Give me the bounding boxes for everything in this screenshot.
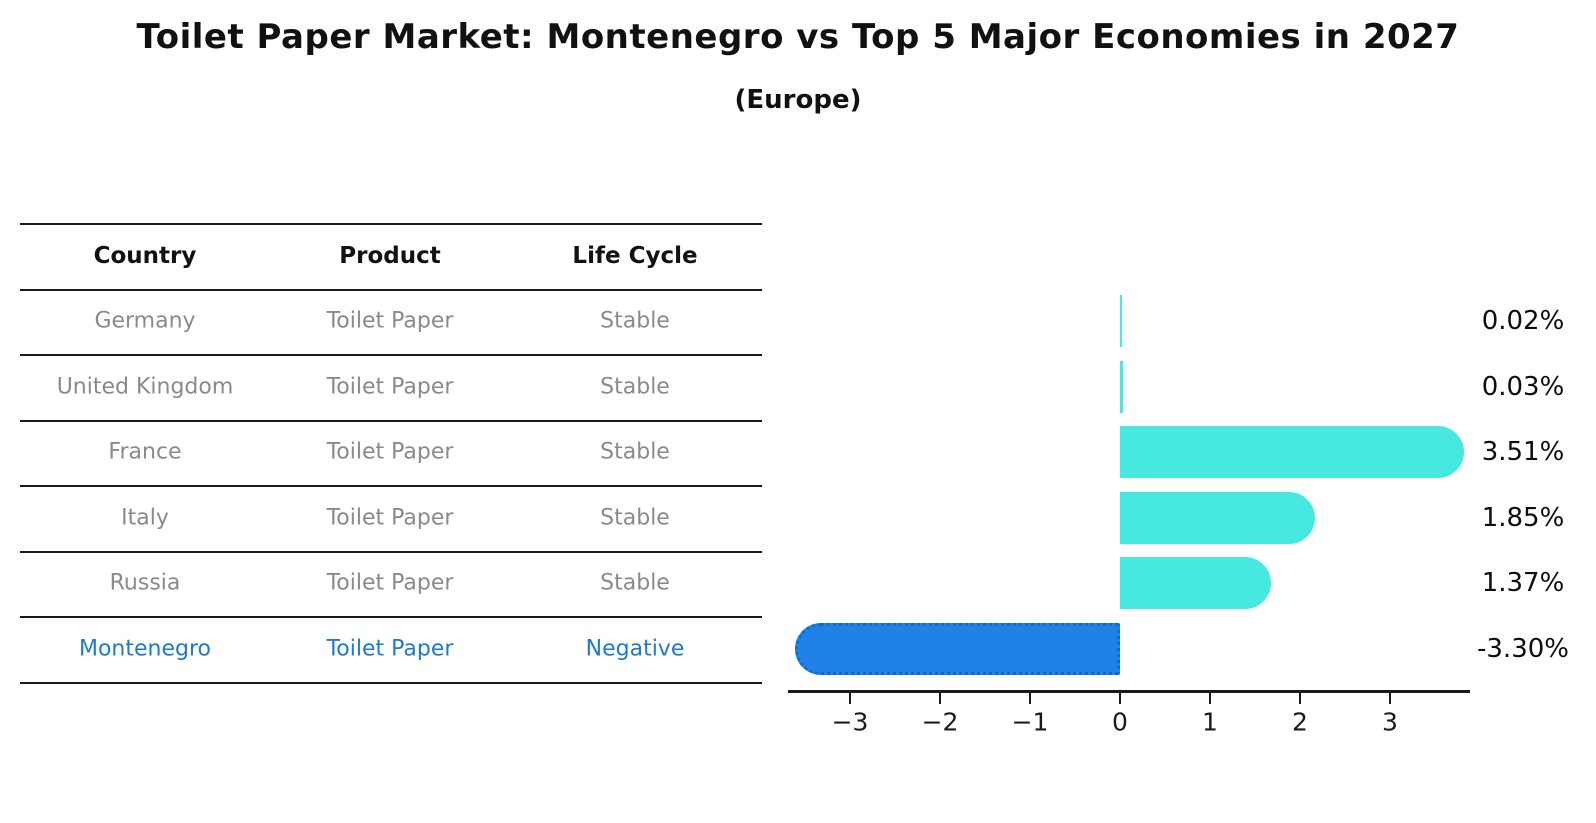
chart-subtitle: (Europe) bbox=[734, 85, 862, 115]
x-axis-tick bbox=[1389, 693, 1391, 704]
table-cell-country: Germany bbox=[94, 308, 196, 334]
bar-united-kingdom bbox=[1120, 360, 1123, 413]
value-label-united-kingdom: 0.03% bbox=[1481, 371, 1565, 402]
table-cell-product: Toilet Paper bbox=[326, 505, 454, 531]
x-axis-tick bbox=[849, 693, 851, 704]
value-label-italy: 1.85% bbox=[1481, 502, 1565, 533]
table-cell-product: Toilet Paper bbox=[326, 374, 454, 400]
table-cell-life-cycle: Stable bbox=[600, 308, 670, 334]
value-label-montenegro: -3.30% bbox=[1477, 633, 1569, 664]
table-rule bbox=[20, 288, 762, 291]
table-cell-product: Toilet Paper bbox=[326, 308, 454, 334]
bar-montenegro bbox=[795, 622, 1120, 675]
table-cell-country: Russia bbox=[109, 570, 181, 596]
table-header-product: Product bbox=[339, 242, 441, 269]
table-rule bbox=[20, 550, 762, 553]
value-label-france: 3.51% bbox=[1481, 437, 1565, 468]
table-cell-country: France bbox=[108, 439, 182, 465]
bar-russia bbox=[1120, 557, 1272, 610]
table-rule bbox=[20, 485, 762, 487]
table-cell-life-cycle: Stable bbox=[600, 374, 670, 400]
x-axis-tick-label: 3 bbox=[1382, 707, 1398, 737]
chart-title: Toilet Paper Market: Montenegro vs Top 5… bbox=[136, 17, 1460, 57]
bar-italy bbox=[1120, 491, 1315, 544]
table-cell-product: Toilet Paper bbox=[326, 636, 454, 662]
table-rule bbox=[20, 681, 762, 684]
table-cell-life-cycle: Stable bbox=[600, 505, 670, 531]
bar-france bbox=[1120, 426, 1464, 479]
x-axis-tick bbox=[1119, 693, 1121, 704]
x-axis-tick-label: 1 bbox=[1202, 707, 1218, 737]
table-rule bbox=[20, 616, 762, 618]
table-cell-country: Montenegro bbox=[78, 636, 212, 662]
x-axis-tick-label: 2 bbox=[1292, 707, 1308, 737]
table-cell-life-cycle: Stable bbox=[600, 570, 670, 596]
x-axis-tick bbox=[1209, 693, 1211, 704]
table-cell-country: Italy bbox=[121, 505, 169, 531]
x-axis-tick-label: 0 bbox=[1112, 707, 1128, 737]
x-axis-tick-label: −1 bbox=[1011, 707, 1049, 737]
x-axis-tick bbox=[939, 693, 941, 704]
table-rule bbox=[20, 223, 762, 225]
x-axis-tick bbox=[1029, 693, 1031, 704]
table-rule bbox=[20, 354, 762, 356]
table-rule bbox=[20, 419, 762, 422]
x-axis-tick bbox=[1299, 693, 1301, 704]
value-label-germany: 0.02% bbox=[1481, 306, 1565, 337]
x-axis-tick-label: −2 bbox=[921, 707, 959, 737]
table-cell-product: Toilet Paper bbox=[326, 439, 454, 465]
value-label-russia: 1.37% bbox=[1481, 568, 1565, 599]
table-cell-life-cycle: Stable bbox=[600, 439, 670, 465]
table-cell-product: Toilet Paper bbox=[326, 570, 454, 596]
table-cell-country: United Kingdom bbox=[56, 374, 234, 400]
x-axis-line bbox=[788, 690, 1470, 693]
table-cell-life-cycle: Negative bbox=[585, 636, 685, 662]
x-axis-tick-label: −3 bbox=[831, 707, 869, 737]
bar-germany bbox=[1120, 295, 1122, 348]
table-header-country: Country bbox=[93, 242, 197, 269]
table-header-life-cycle: Life Cycle bbox=[572, 242, 698, 269]
